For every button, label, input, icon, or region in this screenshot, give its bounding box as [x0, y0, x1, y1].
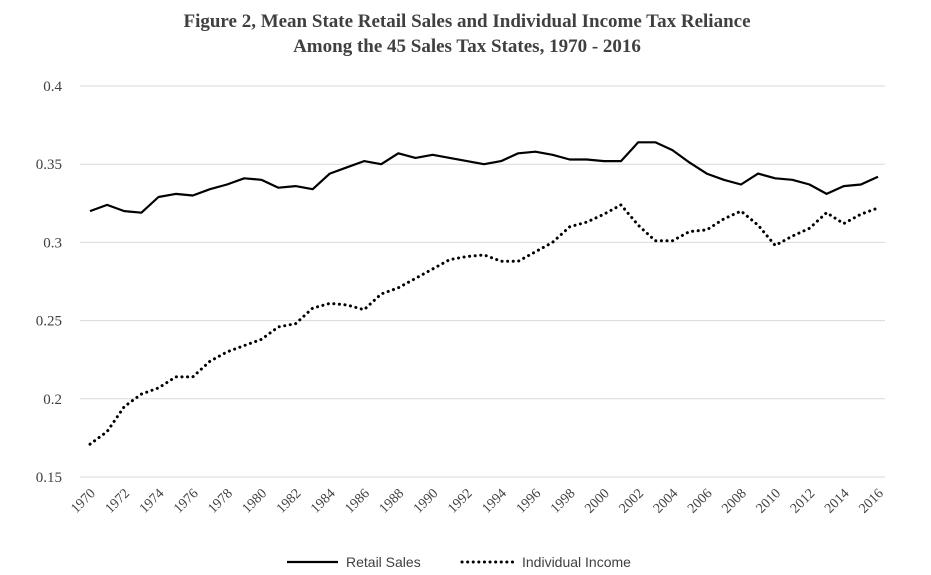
y-axis: 0.15 0.2 0.25 0.3 0.35 0.4 — [36, 79, 63, 486]
x-tick-label: 1998 — [548, 486, 578, 516]
x-tick-label: 2012 — [788, 486, 818, 516]
x-tick-label: 1990 — [411, 486, 441, 516]
x-tick-label: 2000 — [582, 486, 612, 516]
legend-label: Individual Income — [522, 554, 631, 570]
y-tick-label: 0.2 — [43, 392, 62, 408]
plot-area — [88, 141, 880, 446]
x-tick-label: 1994 — [480, 486, 510, 516]
x-tick-label: 1970 — [68, 486, 98, 516]
x-tick-label: 2014 — [822, 486, 852, 516]
series-line-retail-sales — [89, 141, 879, 214]
x-tick-label: 1992 — [445, 486, 475, 516]
x-tick-label: 1996 — [514, 486, 544, 516]
x-tick-label: 2016 — [856, 486, 886, 516]
series-line-individual-income — [88, 203, 880, 446]
x-tick-label: 1972 — [103, 486, 133, 516]
gridlines — [80, 85, 885, 478]
x-tick-label: 1980 — [240, 486, 270, 516]
chart-subtitle: Among the 45 Sales Tax States, 1970 - 20… — [293, 36, 641, 57]
x-tick-label: 1976 — [171, 486, 201, 516]
x-tick-label: 1982 — [274, 486, 304, 516]
x-tick-label: 2004 — [651, 486, 681, 516]
y-tick-label: 0.15 — [36, 470, 62, 486]
legend: Retail Sales Individual Income — [287, 554, 631, 570]
chart-title: Figure 2, Mean State Retail Sales and In… — [183, 11, 750, 32]
x-tick-label: 1974 — [137, 486, 167, 516]
x-axis: 1970 1972 1974 1976 1978 1980 1982 1984 1986 1988… — [68, 486, 886, 516]
y-tick-label: 0.25 — [36, 314, 62, 330]
y-tick-label: 0.3 — [43, 235, 62, 251]
x-tick-label: 2008 — [719, 486, 749, 516]
x-tick-label: 2002 — [617, 486, 647, 516]
x-tick-label: 1986 — [343, 486, 373, 516]
x-tick-label: 1984 — [308, 486, 338, 516]
x-tick-label: 2010 — [754, 486, 784, 516]
x-tick-label: 1988 — [377, 486, 407, 516]
x-tick-label: 1978 — [205, 486, 235, 516]
legend-label: Retail Sales — [346, 554, 421, 570]
x-tick-label: 2006 — [685, 486, 715, 516]
y-tick-label: 0.35 — [36, 157, 62, 173]
y-tick-label: 0.4 — [43, 79, 62, 95]
